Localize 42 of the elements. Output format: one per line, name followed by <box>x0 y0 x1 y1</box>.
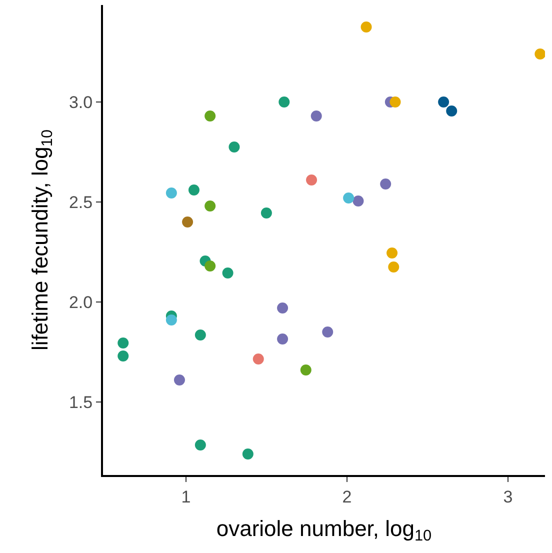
point <box>194 440 206 450</box>
point <box>118 350 129 362</box>
point <box>204 110 216 122</box>
point <box>260 208 272 218</box>
point <box>310 110 322 122</box>
y-tick-label: 3.0 <box>68 92 93 112</box>
x-tick-label: 3 <box>503 487 513 506</box>
point <box>360 22 372 32</box>
point <box>380 178 392 190</box>
point <box>386 248 398 258</box>
x-tick-label: 1 <box>181 487 191 506</box>
point <box>352 196 364 206</box>
x-tick-label: 2 <box>342 487 352 506</box>
y-tick-label: 2.5 <box>68 192 93 212</box>
point <box>277 302 288 314</box>
y-tick-label: 1.5 <box>68 392 93 412</box>
point <box>188 184 200 196</box>
point <box>118 338 129 348</box>
point <box>278 96 290 108</box>
point <box>242 448 254 460</box>
point <box>343 192 354 204</box>
point <box>446 106 458 116</box>
point <box>194 330 206 340</box>
point <box>300 364 312 376</box>
y-tick-label: 2.0 <box>68 292 93 312</box>
point <box>222 268 234 278</box>
point <box>277 334 288 344</box>
point <box>388 262 400 272</box>
point <box>204 260 216 272</box>
point <box>166 314 177 326</box>
point <box>390 96 401 108</box>
point <box>204 200 216 212</box>
point <box>182 216 194 228</box>
point <box>438 96 450 108</box>
point <box>306 174 318 186</box>
point <box>534 48 545 60</box>
point <box>174 374 185 386</box>
point <box>228 142 240 152</box>
x-axis-title: ovariole number, log$_{10}$ <box>216 516 432 544</box>
point <box>252 354 264 364</box>
point <box>322 326 334 338</box>
point <box>166 188 177 198</box>
